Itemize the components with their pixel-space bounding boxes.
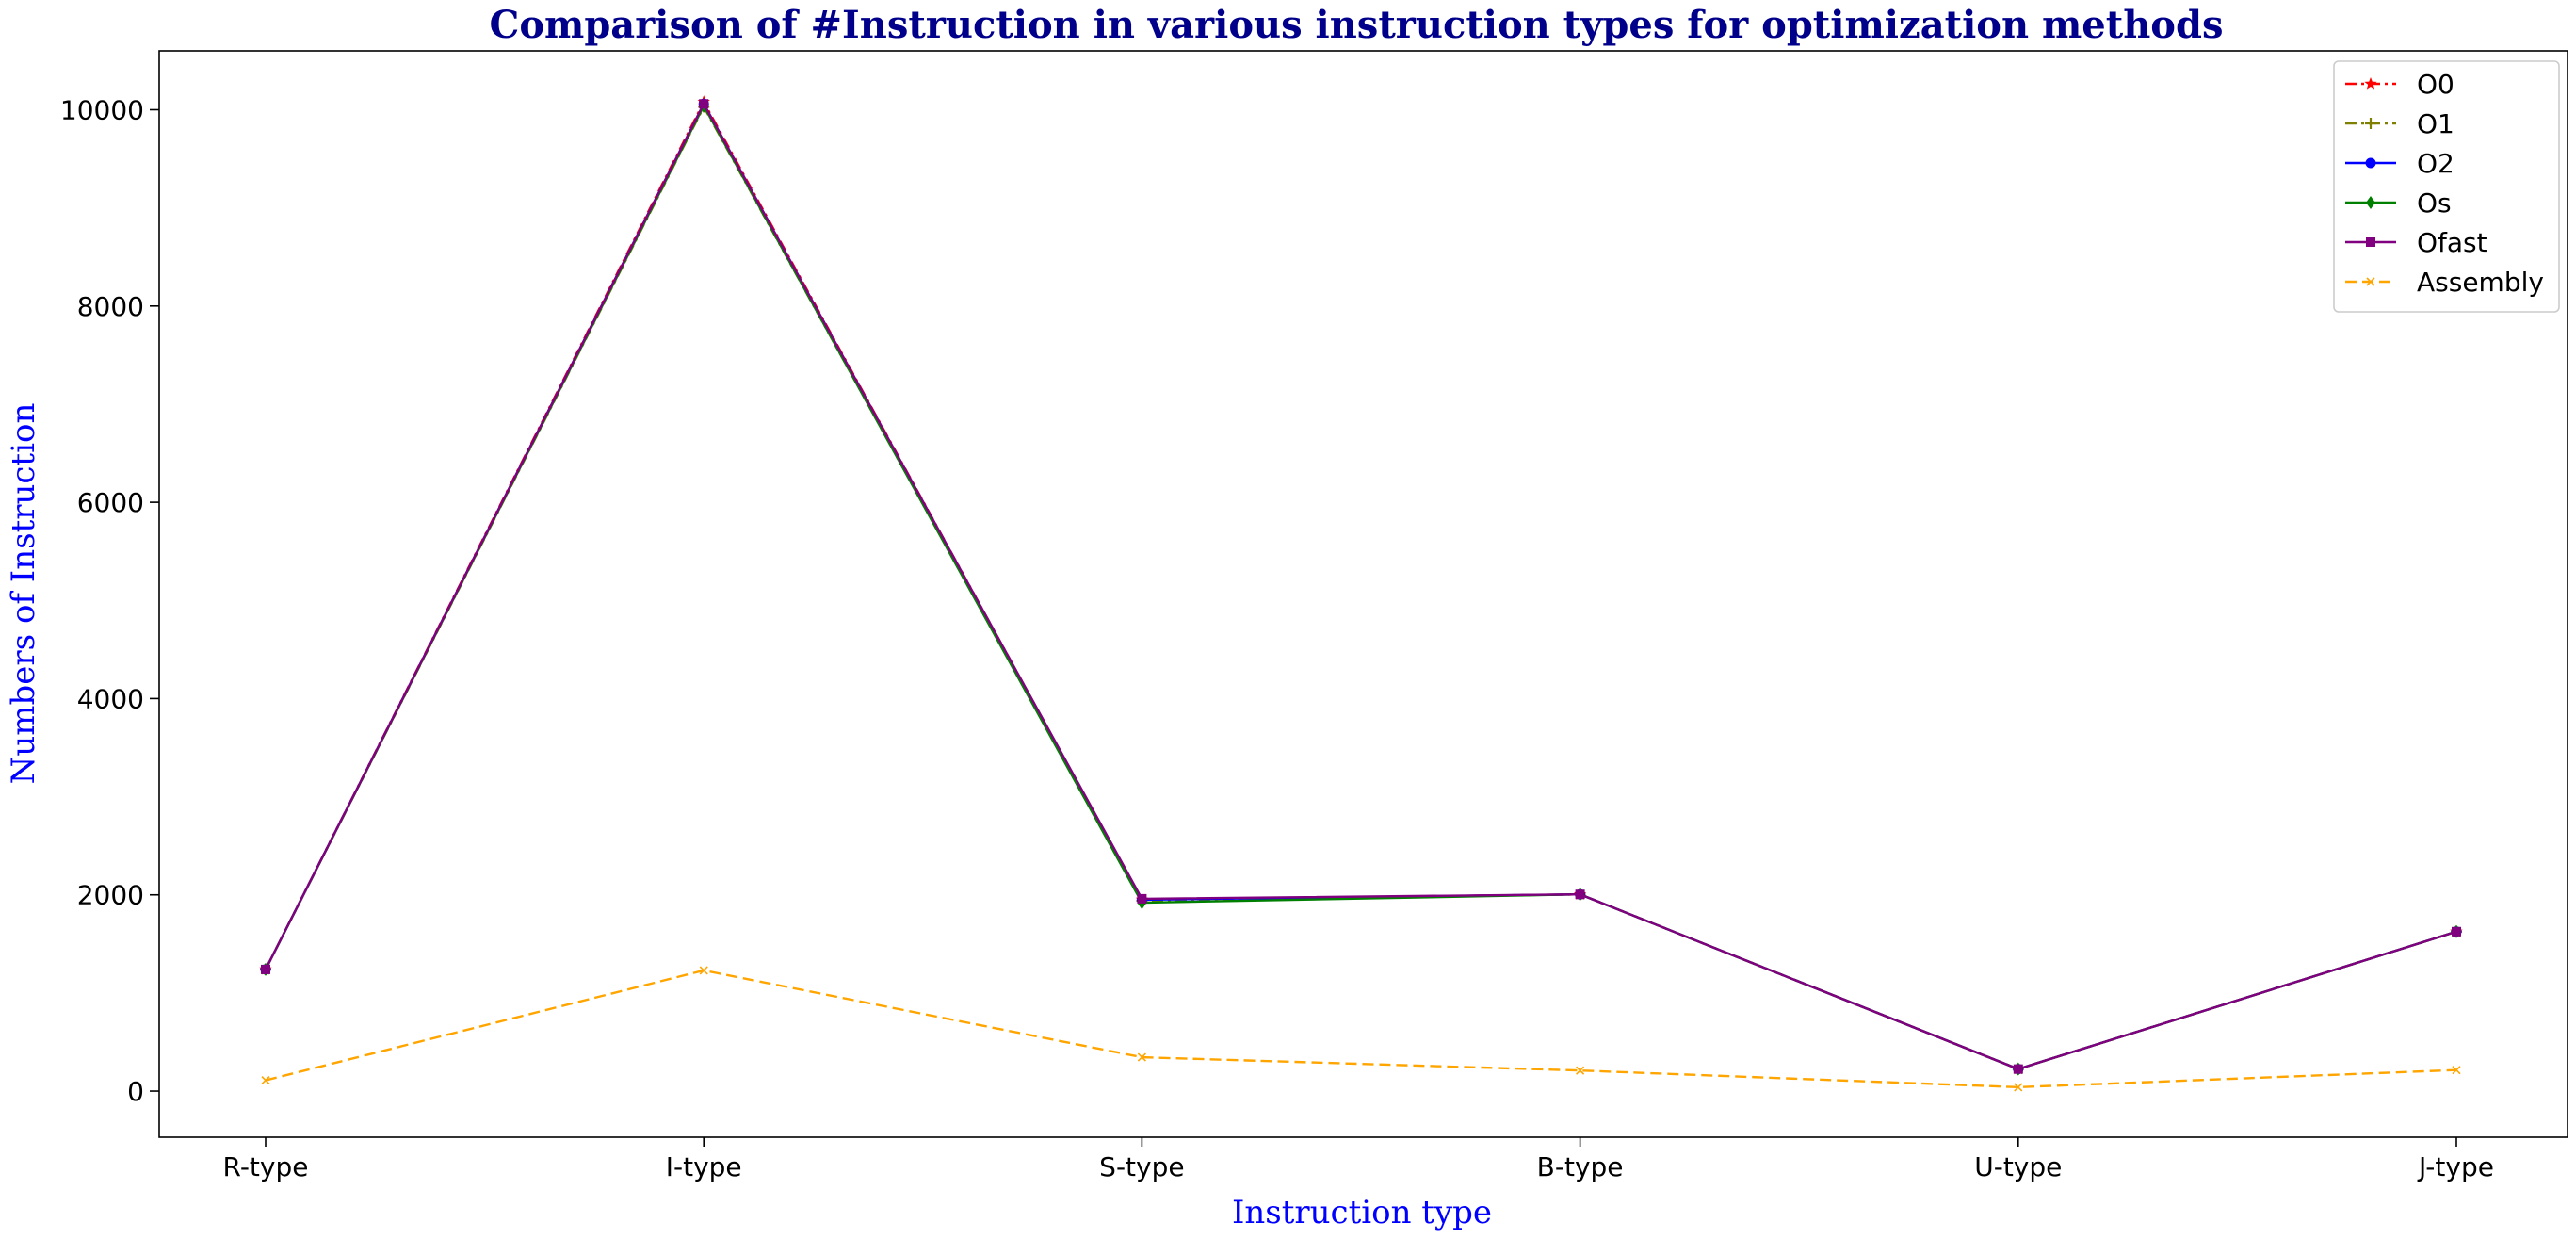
legend-item: Assembly (2345, 267, 2544, 298)
x-tick-label: B-type (1537, 1151, 1624, 1182)
legend-item: O1 (2345, 108, 2454, 139)
x-axis-title: Instruction type (1232, 1194, 1492, 1231)
series-assembly (261, 966, 2461, 1092)
y-tick-label: 6000 (77, 487, 144, 518)
x-axis-ticks: R-type I-type S-type B-type U-type J-type (223, 1137, 2494, 1182)
series-line (264, 103, 2457, 1070)
legend-frame (2333, 60, 2560, 313)
series-ofast (261, 99, 2461, 1074)
plot-area (158, 50, 2568, 1138)
data-point (699, 99, 709, 109)
data-point (2452, 926, 2461, 937)
legend-label: Os (2417, 187, 2452, 219)
series-line (264, 106, 2457, 1070)
legend-item: Os (2345, 187, 2452, 219)
legend: O0 O1 O2 Os Ofast Assembly (2333, 60, 2560, 313)
y-tick-label: 2000 (77, 880, 144, 911)
y-tick-label: 8000 (77, 291, 144, 322)
x-tick-label: S-type (1099, 1151, 1184, 1182)
series-layer (259, 95, 2463, 1092)
series-line (265, 969, 2457, 1089)
data-point (2014, 1083, 2023, 1092)
series-o0 (259, 95, 2463, 1075)
y-tick-label: 0 (127, 1076, 144, 1107)
series-o2 (260, 98, 2462, 1075)
y-axis-label: Numbers of Instruction (5, 403, 42, 785)
legend-marker (2365, 157, 2376, 169)
legend-item: O2 (2345, 148, 2454, 179)
data-point (699, 966, 708, 975)
series-line (264, 105, 2457, 1070)
data-point (1137, 1052, 1146, 1062)
series-line (264, 103, 2457, 1070)
series-o1 (260, 101, 2462, 1075)
x-tick-label: R-type (223, 1151, 309, 1182)
data-point (261, 1076, 270, 1085)
series-os (261, 99, 2461, 1076)
legend-marker (2366, 237, 2375, 247)
legend-label: O2 (2417, 148, 2454, 179)
x-tick-label: U-type (1974, 1151, 2062, 1182)
data-point (261, 964, 270, 974)
chart-title: Comparison of #Instruction in various in… (490, 3, 2224, 47)
legend-item: O0 (2345, 69, 2454, 100)
series-line (264, 100, 2457, 1070)
data-point (2452, 1066, 2461, 1075)
legend-item: Ofast (2345, 227, 2487, 258)
y-axis-ticks: 0 2000 4000 6000 8000 10000 (60, 94, 159, 1107)
data-point (1137, 893, 1147, 904)
x-tick-label: J-type (2417, 1151, 2494, 1182)
legend-marker (2366, 196, 2375, 209)
data-point (2013, 1064, 2023, 1074)
legend-label: O1 (2417, 108, 2454, 139)
legend-label: Assembly (2417, 267, 2544, 298)
y-tick-label: 10000 (60, 94, 144, 125)
y-axis-title: Numbers of Instruction (5, 403, 42, 785)
data-point (1575, 889, 1585, 900)
data-point (1576, 1066, 1585, 1075)
legend-marker (2366, 277, 2375, 286)
legend-marker (2365, 118, 2376, 129)
legend-label: Ofast (2417, 227, 2487, 258)
legend-marker (2364, 77, 2377, 90)
y-tick-label: 4000 (77, 683, 144, 714)
x-tick-label: I-type (666, 1151, 742, 1182)
legend-label: O0 (2417, 69, 2454, 100)
